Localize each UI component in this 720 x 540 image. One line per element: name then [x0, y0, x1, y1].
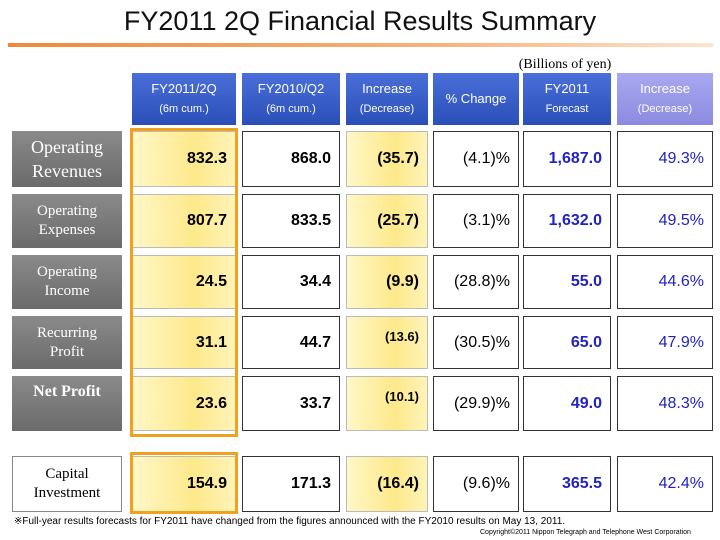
title: FY2011 2Q Financial Results Summary [123, 6, 597, 36]
row-label: Recurring Profit [12, 316, 122, 369]
table-cell: (9.6)% [433, 456, 519, 512]
label-line: Revenues [32, 161, 102, 181]
label-line: Income [44, 283, 90, 299]
table-cell: 65.0 [523, 316, 611, 369]
highlight-frame [130, 452, 238, 514]
column-header: Increase (Decrease) [346, 73, 428, 125]
table-cell: 365.5 [523, 456, 611, 512]
table-cell: 171.3 [242, 456, 340, 512]
column-header: Increase (Decrease) [617, 73, 713, 125]
table-cell: 49.0 [523, 376, 611, 431]
row-label: Operating Expenses [12, 194, 122, 248]
footnote: ※Full-year results forecasts for FY2011 … [14, 516, 566, 527]
table-cell: (3.1)% [433, 194, 519, 248]
row-label: Operating Income [12, 255, 122, 309]
header-line: FY2011 [544, 81, 590, 96]
header-line: (6m cum.) [159, 103, 209, 115]
label-line: Investment [33, 485, 101, 501]
header-line: % Change [445, 91, 507, 106]
copyright: Copyright©2011 Nippon Telegraph and Tele… [480, 529, 691, 536]
table-cell: 868.0 [242, 131, 340, 187]
label-line: Expenses [38, 222, 96, 238]
table-cell: (29.9)% [433, 376, 519, 431]
table-cell: 34.4 [242, 255, 340, 309]
table-cell: (28.8)% [433, 255, 519, 309]
table-cell: 55.0 [523, 255, 611, 309]
label-line: Net Profit [33, 383, 101, 400]
table-cell: (35.7) [346, 131, 428, 187]
label-line: Operating [37, 264, 97, 280]
table-cell: (10.1) [346, 376, 428, 431]
header-line: Forecast [545, 103, 589, 115]
table-cell: 24.5 [132, 255, 236, 309]
table-cell: 1,687.0 [523, 131, 611, 187]
table-cell: (9.9) [346, 255, 428, 309]
table-cell: 48.3% [617, 376, 713, 431]
label-line: Recurring [37, 324, 97, 341]
table-cell: 833.5 [242, 194, 340, 248]
row-label: Net Profit [12, 376, 122, 431]
table-cell: (25.7) [346, 194, 428, 248]
label-line: Profit [49, 343, 85, 360]
table-cell: 31.1 [132, 316, 236, 369]
header-line: Increase [362, 81, 412, 96]
header-line: (Decrease) [637, 103, 693, 115]
table-cell: (30.5)% [433, 316, 519, 369]
table-cell: 47.9% [617, 316, 713, 369]
header-line: (Decrease) [359, 103, 415, 115]
units: (Billions of yen) [518, 57, 612, 72]
table-cell: 1,632.0 [523, 194, 611, 248]
column-header: % Change [433, 73, 519, 125]
highlight-frame [130, 128, 238, 437]
column-header: FY2010/Q2 (6m cum.) [242, 73, 340, 125]
header-line: (6m cum.) [266, 103, 316, 115]
table-cell: 44.6% [617, 255, 713, 309]
table-cell: 44.7 [242, 316, 340, 369]
table-cell: 42.4% [617, 456, 713, 512]
column-header: FY2011/2Q (6m cum.) [132, 73, 236, 125]
title-rule [8, 43, 713, 47]
label-line: Capital [45, 466, 89, 482]
row-label: Operating Revenues [12, 131, 122, 187]
header-line: FY2011/2Q [151, 81, 217, 96]
table-cell: 49.3% [617, 131, 713, 187]
header-line: FY2010/Q2 [257, 81, 325, 96]
header-line: Increase [640, 81, 690, 96]
row-label: Capital Investment [12, 456, 122, 512]
label-line: Operating [31, 137, 103, 157]
table-cell: 33.7 [242, 376, 340, 431]
column-header: FY2011 Forecast [523, 73, 611, 125]
table-cell: (4.1)% [433, 131, 519, 187]
table-cell: (13.6) [346, 316, 428, 369]
table-cell: 23.6 [132, 376, 236, 431]
table-cell: 832.3 [132, 131, 236, 187]
table-cell: 49.5% [617, 194, 713, 248]
label-line: Operating [37, 203, 97, 219]
table-cell: (16.4) [346, 456, 428, 512]
table-cell: 154.9 [132, 456, 236, 512]
